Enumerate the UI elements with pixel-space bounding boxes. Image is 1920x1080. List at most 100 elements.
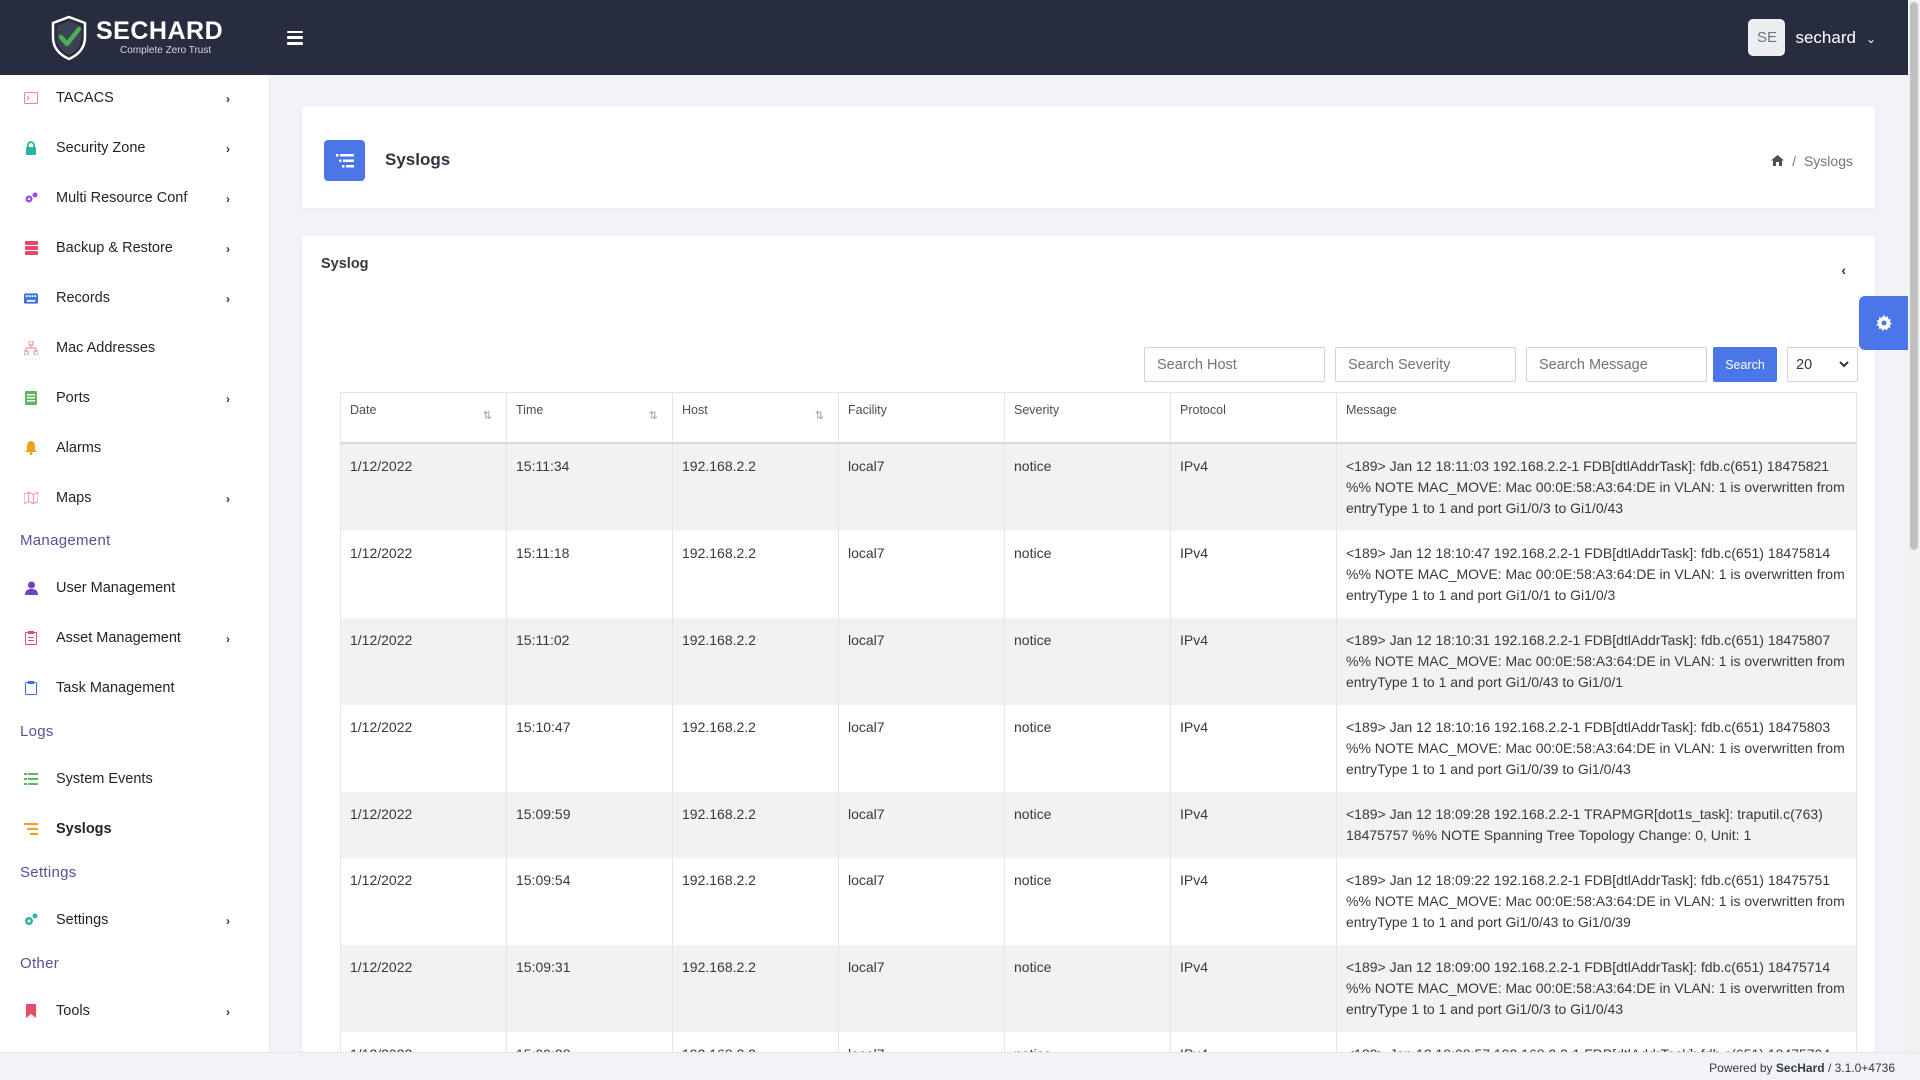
column-header-date[interactable]: Date ⇅ bbox=[340, 392, 507, 444]
cell-message: <189> Jan 12 18:09:28 192.168.2.2-1 TRAP… bbox=[1336, 791, 1857, 858]
sidebar-item-security-zone[interactable]: Security Zone › bbox=[0, 128, 269, 168]
map-icon bbox=[24, 491, 38, 505]
table-row[interactable]: 1/12/2022 15:10:47 192.168.2.2 local7 notice… bbox=[340, 704, 1857, 792]
sort-icon[interactable]: ⇅ bbox=[482, 410, 492, 422]
cell-date: 1/12/2022 bbox=[340, 791, 507, 858]
sidebar-item-maps[interactable]: Maps › bbox=[0, 478, 269, 518]
cell-host: 192.168.2.2 bbox=[672, 857, 839, 945]
sidebar-item-label: Asset Management bbox=[56, 630, 181, 646]
column-header-facility: Facility bbox=[838, 392, 1005, 444]
table-row[interactable]: 1/12/2022 15:09:31 192.168.2.2 local7 notice… bbox=[340, 944, 1857, 1032]
cell-time: 15:09:54 bbox=[506, 857, 673, 945]
search-message-input[interactable] bbox=[1526, 347, 1707, 382]
chevron-right-icon: › bbox=[226, 92, 230, 106]
sidebar-item-task-management[interactable]: Task Management bbox=[0, 668, 269, 708]
cogs-icon bbox=[24, 191, 38, 205]
syslog-list-icon bbox=[324, 140, 365, 181]
page-size-value: 20 bbox=[1796, 356, 1813, 373]
sort-icon[interactable]: ⇅ bbox=[648, 410, 658, 422]
settings-gear-icon[interactable] bbox=[1859, 296, 1909, 350]
task-icon bbox=[24, 681, 38, 695]
cell-severity: notice bbox=[1004, 857, 1171, 945]
cell-severity: notice bbox=[1004, 704, 1171, 792]
sidebar-item-tacacs[interactable]: TACACS › bbox=[0, 78, 269, 118]
chevron-right-icon: › bbox=[226, 292, 230, 306]
clipboard-icon bbox=[24, 631, 38, 645]
footer-brand[interactable]: SecHard bbox=[1775, 1061, 1825, 1075]
section-settings: Settings bbox=[20, 864, 77, 881]
collapse-chevron-icon[interactable]: ‹ bbox=[1841, 262, 1846, 278]
sidebar-item-settings[interactable]: Settings › bbox=[0, 900, 269, 940]
cell-time: 15:11:18 bbox=[506, 530, 673, 618]
cell-facility: local7 bbox=[838, 1031, 1005, 1052]
column-header-host[interactable]: Host ⇅ bbox=[672, 392, 839, 444]
card-title: Syslog bbox=[321, 256, 369, 272]
sidebar-item-syslogs[interactable]: Syslogs bbox=[0, 809, 269, 849]
table-row[interactable]: 1/12/2022 15:11:34 192.168.2.2 local7 notice… bbox=[340, 442, 1857, 531]
page-header-card: Syslogs / Syslogs bbox=[302, 107, 1875, 208]
home-icon[interactable] bbox=[1771, 153, 1785, 169]
sidebar-item-ports[interactable]: Ports › bbox=[0, 378, 269, 418]
cell-host: 192.168.2.2 bbox=[672, 617, 839, 705]
page-size-select[interactable]: 20 bbox=[1787, 347, 1858, 382]
cell-host: 192.168.2.2 bbox=[672, 530, 839, 618]
column-label: Protocol bbox=[1180, 403, 1226, 417]
sidebar-item-label: Maps bbox=[56, 490, 92, 506]
cell-time: 15:09:28 bbox=[506, 1031, 673, 1052]
user-menu[interactable]: SE sechard ⌄ bbox=[1748, 19, 1876, 56]
cell-date: 1/12/2022 bbox=[340, 857, 507, 945]
sidebar-item-label: User Management bbox=[56, 580, 176, 596]
sidebar-item-asset-management[interactable]: Asset Management › bbox=[0, 618, 269, 658]
cell-date: 1/12/2022 bbox=[340, 944, 507, 1032]
table-row[interactable]: 1/12/2022 15:09:59 192.168.2.2 local7 notice… bbox=[340, 791, 1857, 858]
cell-host: 192.168.2.2 bbox=[672, 1031, 839, 1052]
cell-severity: notice bbox=[1004, 617, 1171, 705]
breadcrumb-current: Syslogs bbox=[1803, 153, 1853, 169]
sidebar-item-tools[interactable]: Tools › bbox=[0, 991, 269, 1031]
chevron-right-icon: › bbox=[226, 914, 230, 928]
section-management: Management bbox=[20, 532, 111, 549]
table-row[interactable]: 1/12/202215:09:28192.168.2.2local7notice… bbox=[340, 1031, 1857, 1052]
table-body: 1/12/2022 15:11:34 192.168.2.2 local7 notice… bbox=[340, 442, 1857, 1052]
column-label: Date bbox=[350, 403, 377, 417]
sidebar-item-label: Ports bbox=[56, 390, 90, 406]
column-label: Message bbox=[1346, 403, 1397, 417]
table-row[interactable]: 1/12/2022 15:11:02 192.168.2.2 local7 notice… bbox=[340, 617, 1857, 705]
sidebar-item-alarms[interactable]: Alarms bbox=[0, 428, 269, 468]
cell-date: 1/12/2022 bbox=[340, 530, 507, 618]
chevron-right-icon: › bbox=[226, 632, 230, 646]
sidebar-item-multi-resource-conf[interactable]: Multi Resource Conf › bbox=[0, 178, 269, 218]
avatar: SE bbox=[1748, 19, 1786, 56]
cell-protocol: IPv4 bbox=[1170, 442, 1337, 531]
search-host-input[interactable] bbox=[1144, 347, 1325, 382]
cell-protocol: IPv4 bbox=[1170, 1031, 1337, 1052]
cell-message: <189> Jan 12 18:09:00 192.168.2.2-1 FDB[… bbox=[1336, 944, 1857, 1032]
cell-host: 192.168.2.2 bbox=[672, 791, 839, 858]
cell-severity: notice bbox=[1004, 1031, 1171, 1052]
search-button[interactable]: Search bbox=[1713, 347, 1777, 382]
column-header-time[interactable]: Time ⇅ bbox=[506, 392, 673, 444]
brand-logo[interactable]: SECHARD Complete Zero Trust bbox=[50, 15, 250, 61]
sidebar-item-records[interactable]: Records › bbox=[0, 278, 269, 318]
cell-message: <189> Jan 12 18:08:57 192.168.2.2-1 FDB[… bbox=[1336, 1031, 1857, 1052]
table-row[interactable]: 1/12/2022 15:09:54 192.168.2.2 local7 notice… bbox=[340, 857, 1857, 945]
search-severity-input[interactable] bbox=[1335, 347, 1516, 382]
sidebar-item-label: Security Zone bbox=[56, 140, 146, 156]
cell-message: <189> Jan 12 18:10:31 192.168.2.2-1 FDB[… bbox=[1336, 617, 1857, 705]
table-row[interactable]: 1/12/2022 15:11:18 192.168.2.2 local7 notice… bbox=[340, 530, 1857, 618]
sidebar-item-label: Alarms bbox=[56, 440, 102, 456]
scrollbar-thumb[interactable] bbox=[1910, 2, 1918, 550]
syslog-card: Syslog ‹ Search 20 Date ⇅ Time ⇅ Host ⇅ Fac… bbox=[302, 236, 1875, 1052]
sidebar-item-user-management[interactable]: User Management bbox=[0, 568, 269, 608]
cell-message: <189> Jan 12 18:10:47 192.168.2.2-1 FDB[… bbox=[1336, 530, 1857, 618]
sidebar-item-system-events[interactable]: System Events bbox=[0, 759, 269, 799]
page-scrollbar[interactable] bbox=[1908, 0, 1920, 1052]
shield-check-icon bbox=[51, 15, 87, 60]
sidebar-item-mac-addresses[interactable]: Mac Addresses bbox=[0, 328, 269, 368]
sort-icon[interactable]: ⇅ bbox=[814, 410, 824, 422]
sidebar-item-backup-restore[interactable]: Backup & Restore › bbox=[0, 228, 269, 268]
menu-toggle-icon[interactable] bbox=[287, 30, 303, 45]
column-label: Facility bbox=[848, 403, 887, 417]
list-icon bbox=[24, 772, 38, 786]
ethernet-icon bbox=[24, 391, 38, 405]
